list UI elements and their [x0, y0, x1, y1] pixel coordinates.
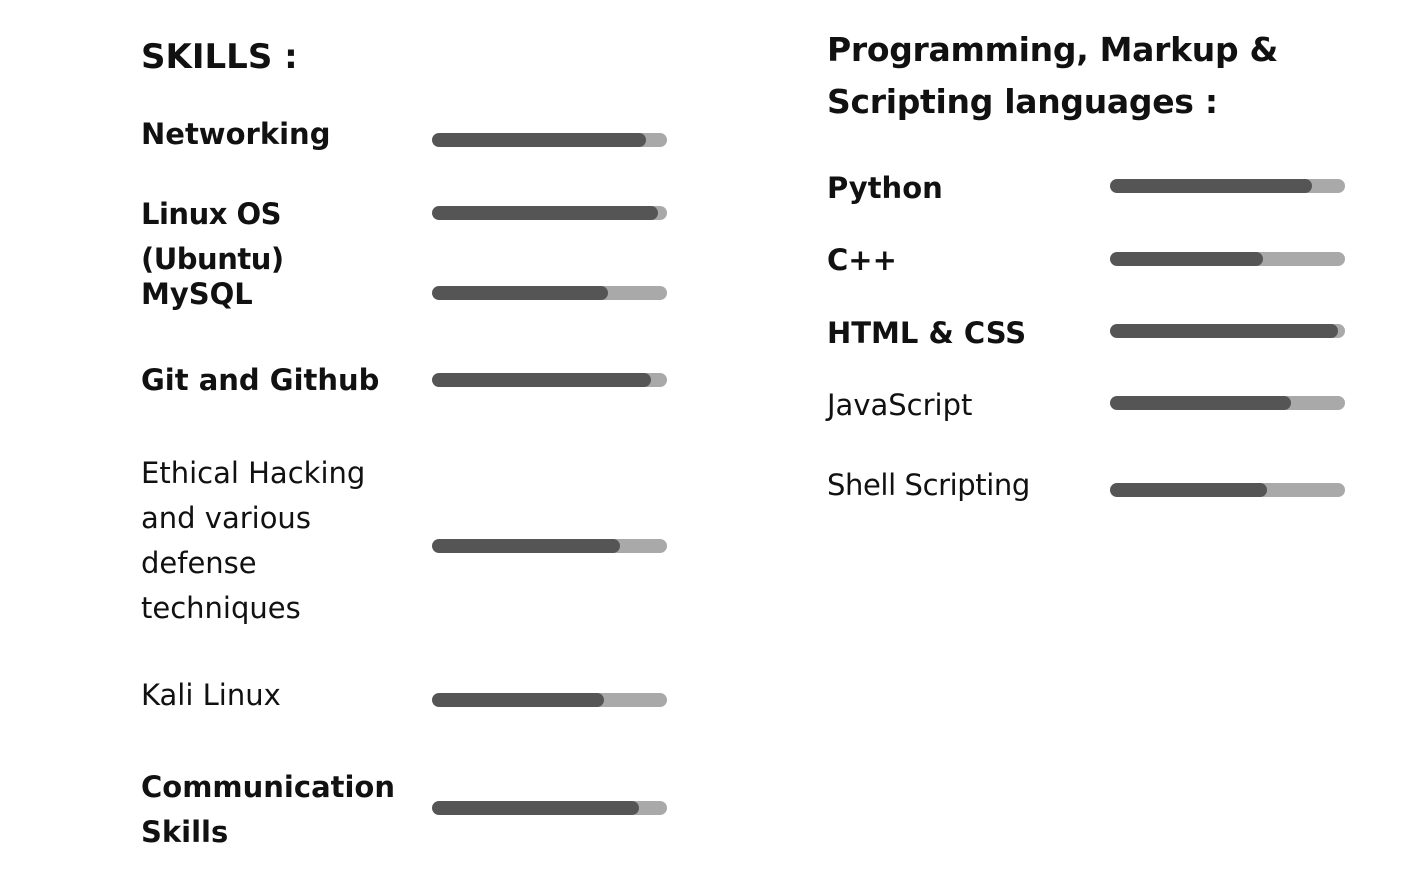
skill-bar-communication	[432, 801, 667, 815]
skill-bar-fill	[432, 801, 639, 815]
skill-label-mysql: MySQL	[141, 277, 253, 311]
skill-label-ethical-hacking: Ethical Hacking and various defense tech…	[141, 456, 366, 625]
skill-label-git: Git and Github	[141, 363, 380, 397]
lang-bar-fill	[1110, 252, 1263, 266]
skill-bar-kali-linux	[432, 693, 667, 707]
skill-bar-fill	[432, 206, 658, 220]
lang-label-html-css: HTML & CSS	[827, 316, 1027, 350]
lang-bar-shell-scripting	[1110, 483, 1345, 497]
lang-bar-python	[1110, 179, 1345, 193]
skill-label-linux: Linux OS (Ubuntu)	[141, 197, 284, 276]
skill-label-kali-linux: Kali Linux	[141, 678, 281, 712]
lang-bar-fill	[1110, 396, 1291, 410]
skill-bar-fill	[432, 539, 620, 553]
lang-label-cpp: C++	[827, 243, 897, 277]
lang-bar-cpp	[1110, 252, 1345, 266]
skill-bar-fill	[432, 133, 646, 147]
lang-label-shell-scripting: Shell Scripting	[827, 468, 1030, 502]
skill-bar-ethical-hacking	[432, 539, 667, 553]
skill-bar-git	[432, 373, 667, 387]
lang-label-javascript: JavaScript	[827, 388, 973, 422]
skill-bar-fill	[432, 693, 604, 707]
lang-bar-html-css	[1110, 324, 1345, 338]
languages-heading: Programming, Markup & Scripting language…	[827, 30, 1278, 121]
lang-bar-fill	[1110, 179, 1313, 193]
lang-label-python: Python	[827, 171, 943, 205]
lang-bar-fill	[1110, 483, 1268, 497]
skill-bar-mysql	[432, 286, 667, 300]
skill-label-communication: Communication Skills	[141, 770, 396, 849]
skill-label-networking: Networking	[141, 117, 331, 151]
lang-bar-javascript	[1110, 396, 1345, 410]
lang-bar-fill	[1110, 324, 1338, 338]
skills-heading: SKILLS :	[141, 37, 298, 77]
skill-bar-fill	[432, 373, 651, 387]
skill-bar-fill	[432, 286, 609, 300]
skill-bar-linux	[432, 206, 667, 220]
skill-bar-networking	[432, 133, 667, 147]
